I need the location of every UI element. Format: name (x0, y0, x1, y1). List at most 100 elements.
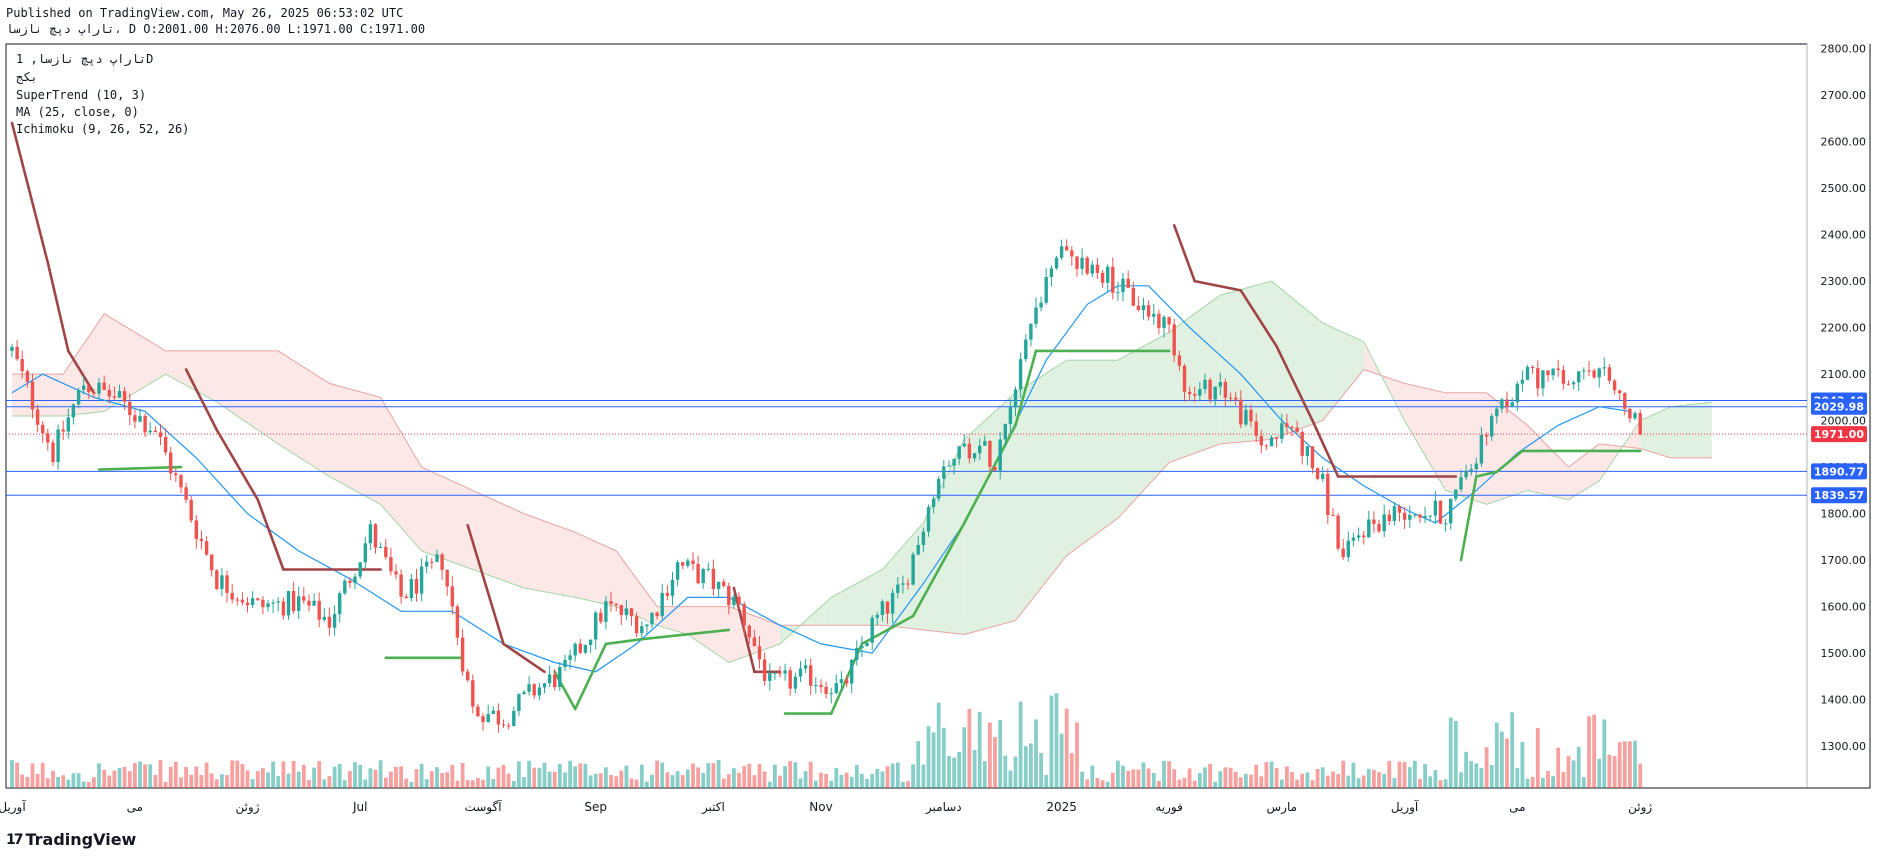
cloud-segment (1670, 402, 1712, 458)
volume-bar (1039, 753, 1043, 788)
candle-body (1003, 424, 1007, 440)
candle-body (363, 543, 367, 563)
volume-bar (706, 763, 711, 788)
candle-body (286, 591, 291, 616)
candle-body (921, 531, 926, 545)
candle-body (834, 683, 838, 694)
candle-body (527, 684, 531, 692)
volume-bar (51, 770, 55, 788)
candle-body (1321, 473, 1325, 479)
candle-body (522, 691, 526, 695)
volume-bar (143, 764, 147, 788)
volume-bar (86, 781, 91, 788)
volume-bar (1638, 763, 1643, 788)
candle-body (189, 499, 193, 521)
volume-bar (56, 777, 60, 788)
volume-bar (982, 761, 987, 788)
candle-body (1577, 371, 1581, 383)
volume-bar (1535, 727, 1540, 788)
supertrend-segment (1275, 344, 1314, 422)
time-tick-label: Sep (584, 800, 607, 814)
candle-body (491, 710, 495, 714)
candle-body (1198, 389, 1202, 396)
volume-bar (342, 780, 347, 788)
volume-bar (1069, 753, 1074, 788)
legend-supertrend[interactable]: SuperTrend (10, 3) (16, 88, 147, 102)
candle-body (594, 612, 598, 640)
candle-body (1080, 257, 1084, 269)
volume-bar (1351, 762, 1356, 788)
volume-bar (1008, 770, 1013, 788)
candle-body (1479, 435, 1484, 464)
candle-body (911, 554, 915, 585)
candle-body (558, 667, 562, 687)
candle-body (773, 672, 777, 674)
volume-bar (593, 773, 598, 788)
candle-body (947, 465, 951, 467)
candle-body (926, 507, 931, 532)
supertrend-segment (1311, 419, 1340, 478)
candle-body (1300, 432, 1304, 456)
volume-bar (445, 772, 450, 788)
candle-body (803, 665, 808, 669)
supertrend-segment (1459, 475, 1478, 562)
senkou-span-a (12, 313, 1712, 636)
volume-bar (552, 771, 557, 788)
candle-body (496, 710, 501, 725)
candle-body (261, 599, 265, 608)
volume-bar (184, 766, 188, 788)
candle-body (681, 562, 685, 566)
volume-bar (133, 763, 137, 788)
candle-body (640, 626, 644, 634)
volume-bar (1192, 780, 1197, 788)
volume-bar (972, 750, 977, 788)
volume-bar (481, 779, 485, 788)
volume-bar (1197, 773, 1202, 788)
volume-bar (158, 760, 163, 788)
volume-bar (1100, 780, 1105, 788)
volume-bar (470, 780, 475, 788)
legend-ma[interactable]: MA (25, close, 0) (16, 105, 139, 119)
volume-bar (486, 766, 491, 788)
volume-bar (906, 781, 910, 788)
candle-body (1500, 399, 1504, 409)
volume-bar (353, 762, 357, 788)
candle-body (1566, 383, 1571, 385)
volume-bar (921, 764, 926, 788)
candle-body (1008, 407, 1013, 424)
volume-bar (1469, 761, 1474, 788)
volume-bar (803, 771, 808, 788)
volume-bar (895, 762, 900, 788)
volume-bar (1044, 774, 1049, 788)
candle-body (675, 562, 680, 580)
volume-bar (875, 768, 880, 788)
candle-body (506, 725, 511, 727)
candle-body (1623, 393, 1627, 409)
candle-body (353, 576, 357, 583)
price-tick-label: 2100.00 (1821, 368, 1867, 381)
volume-bar (1418, 778, 1422, 788)
level-label-text: 1890.77 (1814, 465, 1864, 478)
volume-bar (1551, 776, 1555, 788)
volume-bar (767, 781, 772, 788)
candle-body (1618, 390, 1622, 394)
cloud-segment (278, 350, 330, 477)
volume-bar (276, 776, 281, 788)
ma-line (11, 285, 1630, 673)
volume-bar (30, 763, 35, 788)
candle-body (210, 554, 214, 571)
volume-bar (1218, 771, 1223, 788)
level-label-text: 1839.57 (1814, 489, 1864, 502)
volume-bar (1443, 779, 1448, 788)
candle-body (1515, 383, 1519, 403)
candle-body (1443, 523, 1448, 525)
candle-body (978, 445, 982, 454)
volume-bar (1285, 766, 1289, 788)
candle-body (732, 596, 736, 606)
candle-body (1136, 305, 1141, 311)
cloud-segment (1404, 383, 1446, 491)
candle-body (599, 612, 603, 622)
volume-bar (501, 765, 506, 788)
legend-ichimoku[interactable]: Ichimoku (9, 26, 52, 26) (16, 122, 190, 136)
